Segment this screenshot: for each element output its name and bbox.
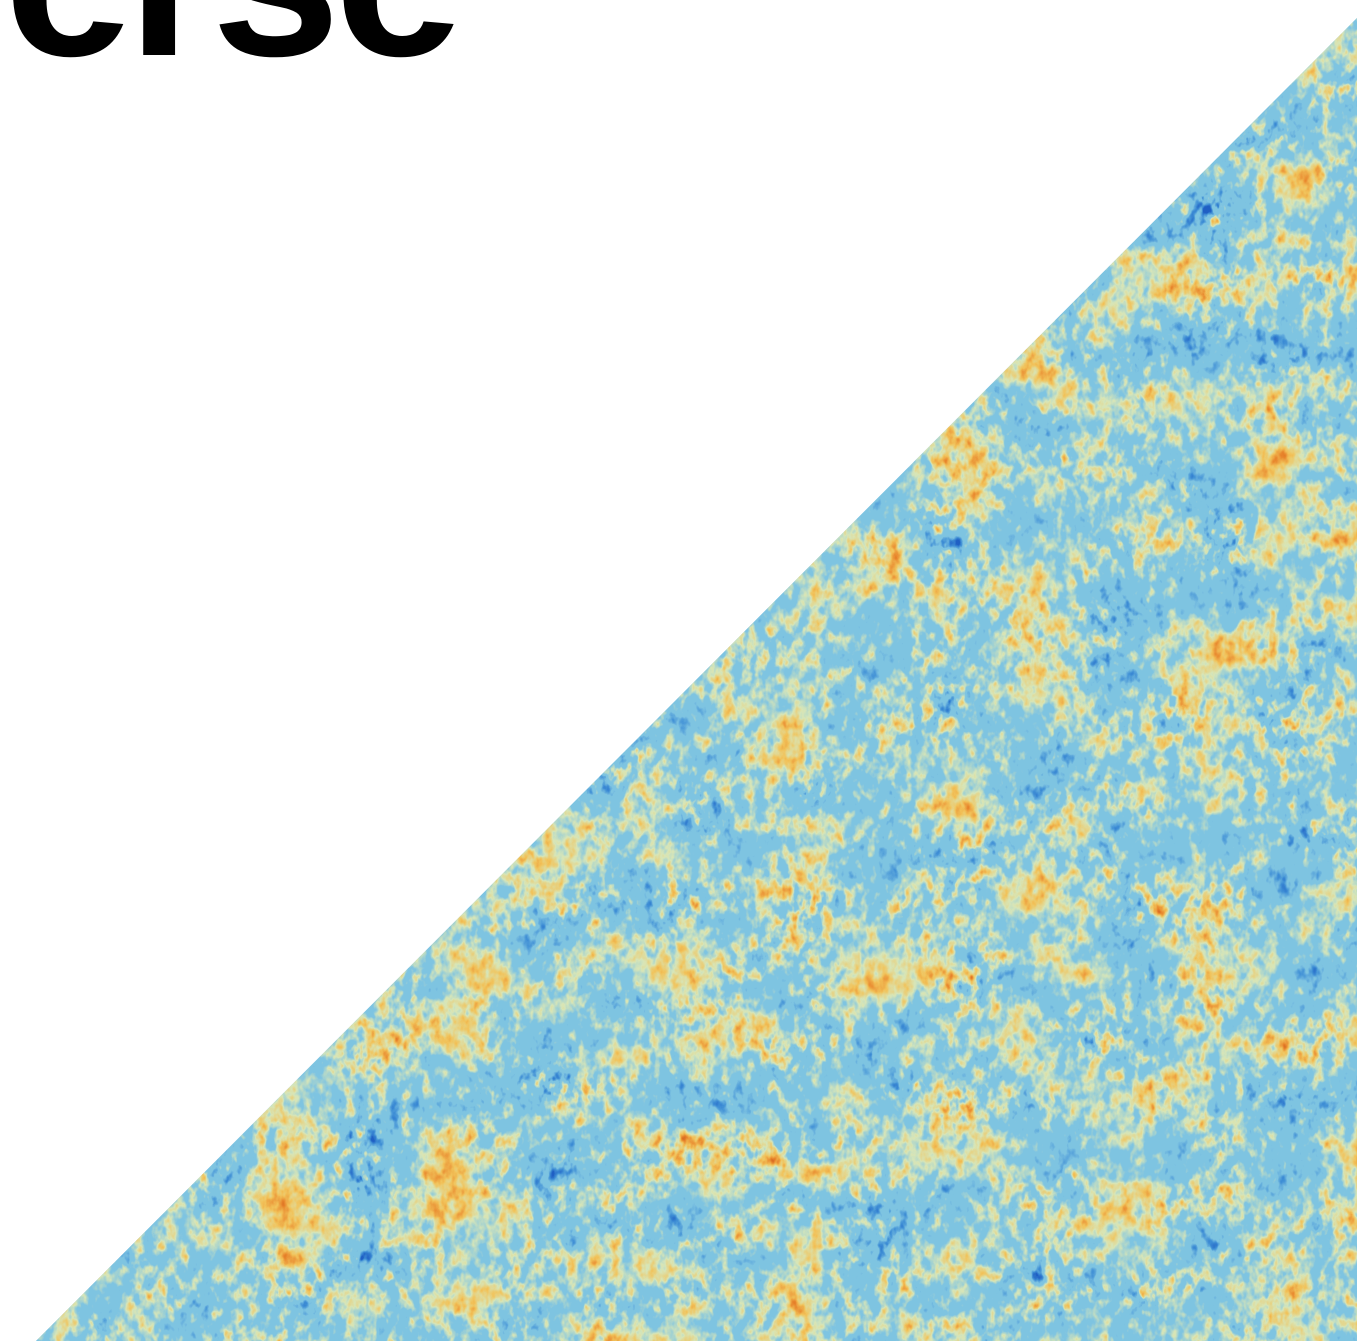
headline-text: erse	[4, 0, 463, 92]
